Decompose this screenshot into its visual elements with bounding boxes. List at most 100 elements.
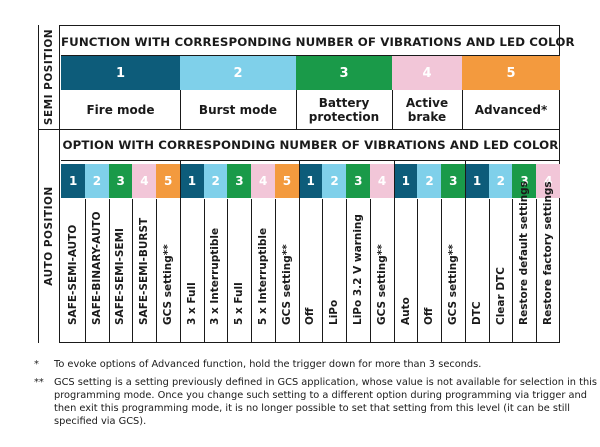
option-number: 1	[298, 164, 323, 198]
option-label: Restore factory settings	[542, 181, 555, 325]
option-divider	[346, 199, 348, 343]
option-divider	[251, 199, 253, 343]
footnote-advanced-mark: *	[34, 359, 39, 370]
option-number: 3	[346, 164, 371, 198]
semi-position-label: SEMI POSITION	[43, 28, 55, 126]
option-label: SAFE-BINARY-AUTO	[90, 211, 103, 325]
option-label-cell: LiPo 3.2 V warning	[346, 199, 370, 343]
function-number-5: 5	[462, 56, 560, 90]
function-name-1: Fire mode	[86, 102, 155, 117]
option-number: 4	[251, 164, 276, 198]
option-label-cell: 3 x Interruptible	[204, 199, 228, 343]
option-number: 2	[417, 164, 442, 198]
auto-title-divider	[61, 160, 560, 161]
option-label-cell: GCS setting**	[156, 199, 180, 343]
option-label: GCS setting**	[161, 244, 174, 325]
option-divider	[274, 199, 276, 343]
option-number: 5	[274, 164, 300, 198]
option-label: GCS setting**	[280, 244, 293, 325]
option-label: DTC	[470, 301, 483, 325]
auto-position-side: AUTO POSITION	[38, 129, 60, 343]
option-group-divider	[393, 160, 395, 343]
auto-position-label: AUTO POSITION	[43, 186, 55, 286]
option-group-divider	[298, 160, 300, 343]
function-divider	[180, 90, 181, 129]
function-name-2: Burst mode	[198, 102, 278, 117]
option-label: SAFE-SEMI-BURST	[138, 217, 151, 325]
option-label-cell: SAFE-SEMI-BURST	[132, 199, 156, 343]
function-divider	[392, 90, 393, 129]
option-label-cell: SAFE-BINARY-AUTO	[85, 199, 109, 343]
option-number: 4	[369, 164, 395, 198]
option-label: 5 x Interruptible	[256, 227, 269, 325]
function-name-3: Battery protection	[308, 95, 380, 124]
option-number: 2	[322, 164, 347, 198]
option-label-cell: Off	[417, 199, 441, 343]
option-number: 5	[156, 164, 181, 198]
option-number: 3	[227, 164, 252, 198]
function-number-1: 1	[61, 56, 180, 90]
option-label-cell: LiPo	[322, 199, 346, 343]
option-label: Off	[423, 307, 436, 325]
auto-title: OPTION WITH CORRESPONDING NUMBER OF VIBR…	[62, 138, 559, 152]
option-divider	[108, 199, 110, 343]
semi-title-divider	[61, 55, 560, 56]
option-divider	[536, 199, 538, 343]
option-label: Off	[304, 307, 317, 325]
footnote-gcs-mark: **	[34, 377, 44, 388]
option-label: 3 x Interruptible	[209, 227, 222, 325]
option-label: Auto	[399, 297, 412, 325]
option-divider	[156, 199, 158, 343]
option-number: 1	[61, 164, 86, 198]
option-number: 4	[536, 164, 561, 198]
option-number: 3	[108, 164, 133, 198]
option-number: 2	[84, 164, 109, 198]
option-number: 1	[179, 164, 205, 198]
option-divider	[84, 199, 86, 343]
option-number: 3	[441, 164, 466, 198]
function-number-2: 2	[180, 56, 296, 90]
option-number: 2	[488, 164, 513, 198]
function-name-4: Active brake	[405, 95, 449, 124]
footnote-gcs-text: GCS setting is a setting previously defi…	[54, 377, 597, 427]
option-label-cell: 5 x Interruptible	[251, 199, 275, 343]
option-label-cell: 5 x Full	[227, 199, 251, 343]
option-label-cell: Auto	[394, 199, 418, 343]
option-divider	[441, 199, 443, 343]
function-number-4: 4	[392, 56, 462, 90]
option-number: 3	[512, 164, 537, 198]
option-label-cell: GCS setting**	[370, 199, 394, 343]
function-name-5: Advanced*	[474, 102, 548, 117]
option-label-cell: DTC	[465, 199, 489, 343]
option-label: GCS setting**	[375, 244, 388, 325]
option-label: Restore default settings	[518, 181, 531, 325]
option-label-cell: SAFE-SEMI-AUTO	[61, 199, 85, 343]
option-label: 5 x Full	[233, 282, 246, 325]
function-number-3: 3	[296, 56, 392, 90]
footnote-advanced-text: To evoke options of Advanced function, h…	[54, 359, 482, 370]
option-divider	[322, 199, 324, 343]
option-divider	[369, 199, 371, 343]
function-divider	[296, 90, 297, 129]
option-label-cell: Restore default settings	[512, 181, 536, 343]
option-divider	[417, 199, 419, 343]
option-divider	[227, 199, 229, 343]
option-group-divider	[179, 160, 181, 343]
option-number: 1	[393, 164, 418, 198]
option-label: SAFE-SEMI-SEMI	[114, 228, 127, 325]
option-label: LiPo	[328, 299, 341, 325]
section-divider	[38, 129, 560, 130]
semi-title: FUNCTION WITH CORRESPONDING NUMBER OF VI…	[61, 35, 575, 49]
option-divider	[488, 199, 490, 343]
option-label-cell: Off	[299, 199, 323, 343]
option-label: GCS setting**	[447, 244, 460, 325]
option-group-divider	[464, 160, 466, 343]
option-label-cell: Clear DTC	[489, 199, 513, 343]
option-label-cell: 3 x Full	[180, 199, 204, 343]
option-label: Clear DTC	[494, 267, 507, 325]
option-number: 1	[464, 164, 490, 198]
option-divider	[203, 199, 205, 343]
function-divider	[462, 90, 463, 129]
option-divider	[132, 199, 134, 343]
option-label-cell: GCS setting**	[441, 199, 465, 343]
